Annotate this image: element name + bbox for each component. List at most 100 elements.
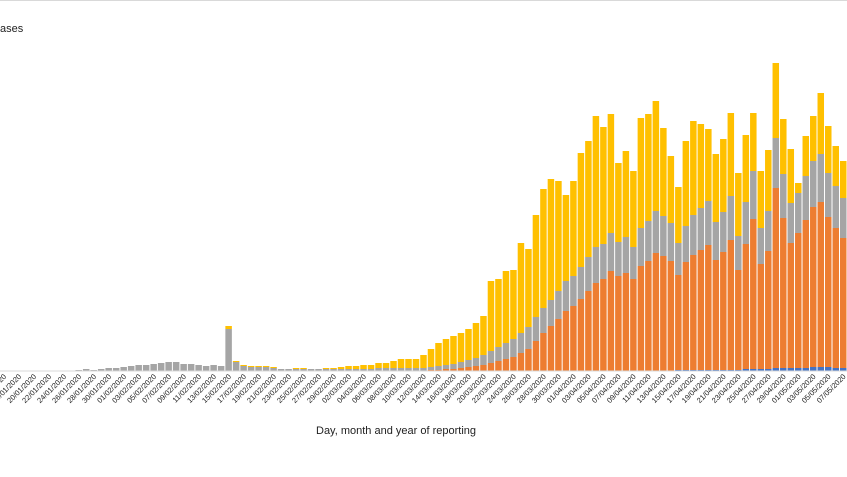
bar-segment (712, 154, 720, 222)
bar-segment (825, 126, 832, 173)
bar-segment (720, 139, 727, 212)
bar-segment (382, 363, 390, 368)
bar-segment (630, 171, 637, 247)
bar-segment (570, 306, 577, 371)
bar-segment (637, 118, 645, 228)
bar-segment (795, 368, 802, 371)
bar-segment (712, 222, 720, 260)
bar-segment (585, 141, 592, 257)
bar-segment (517, 243, 525, 333)
bar-segment (120, 367, 127, 371)
bar-segment (510, 270, 517, 339)
bar-segment (727, 113, 735, 196)
bar-segment (322, 368, 330, 369)
bar-segment (337, 367, 345, 369)
bar-segment (780, 218, 787, 368)
bar-segment (225, 329, 232, 371)
bar-segment (795, 233, 802, 368)
bar-segment (375, 368, 382, 371)
bar-segment (262, 367, 270, 371)
bar-segment (787, 368, 795, 371)
bar-segment (742, 202, 750, 244)
bar-segment (247, 366, 255, 367)
bar-segment (802, 368, 810, 371)
bar-segment (127, 366, 135, 371)
bar-segment (382, 368, 390, 371)
bar-segment (667, 156, 675, 223)
bar-segment (622, 273, 630, 371)
bar-segment (217, 366, 225, 371)
bar-segment (367, 365, 375, 369)
bar-segment (810, 161, 817, 207)
bar-segment (757, 228, 765, 264)
bar-segment (420, 368, 427, 371)
bar-segment (442, 369, 450, 371)
bar-segment (360, 369, 367, 371)
bar-segment (307, 369, 315, 371)
bar-segment (802, 220, 810, 368)
bar-segment (390, 368, 397, 371)
bar-segment (540, 333, 547, 371)
bar-segment (615, 276, 622, 371)
bar-segment (352, 366, 360, 369)
bar-segment (337, 369, 345, 371)
bar-segment (675, 187, 682, 243)
bar-segment (712, 260, 720, 370)
bar-segment (742, 244, 750, 369)
bar-segment (607, 271, 615, 371)
bar-segment (367, 369, 375, 371)
bar-segment (442, 339, 450, 365)
bar-segment (480, 365, 487, 371)
bar-segment (300, 368, 307, 369)
bar-segment (112, 368, 120, 371)
bar-segment (607, 233, 615, 271)
bar-segment (300, 369, 307, 371)
bar-segment (570, 276, 577, 306)
bar-segment (510, 339, 517, 357)
bar-segment (682, 141, 690, 226)
bar-segment (765, 369, 772, 371)
bar-segment (772, 63, 780, 138)
bar-segment (322, 369, 330, 371)
bar-segment (577, 267, 585, 299)
bar-segment (405, 359, 412, 368)
bar-segment (705, 245, 712, 370)
bar-segment (600, 244, 607, 279)
bar-segment (502, 359, 510, 371)
bar-segment (562, 195, 570, 281)
bar-segment (390, 361, 397, 368)
bar-segment (772, 368, 780, 371)
bar-segment (750, 219, 757, 369)
bar-segment (495, 279, 502, 347)
bar-segment (750, 171, 757, 219)
bar-segment (427, 349, 435, 367)
bar-segment (750, 369, 757, 371)
bar-segment (555, 319, 562, 371)
bar-segment (457, 368, 465, 371)
bar-segment (765, 211, 772, 251)
bar-segment (622, 151, 630, 237)
bar-segment (540, 189, 547, 308)
bar-segment (292, 369, 300, 371)
bar-segment (832, 186, 840, 228)
bar-segment (592, 283, 600, 371)
bar-segment (427, 367, 435, 370)
bar-segment (660, 256, 667, 371)
bar-segment (780, 174, 787, 218)
bar-segment (435, 343, 442, 366)
bar-segment (667, 261, 675, 371)
bar-segment (352, 369, 360, 371)
bar-segment (592, 247, 600, 283)
bar-segment (652, 211, 660, 253)
bar-segment (255, 366, 262, 367)
bar-segment (525, 349, 532, 371)
bar-segment (502, 271, 510, 343)
bar-segment (720, 212, 727, 252)
bar-segment (255, 367, 262, 371)
bar-segment (292, 368, 300, 369)
bar-segment (285, 369, 292, 371)
bar-segment (765, 251, 772, 369)
bar-segment (697, 124, 705, 208)
bar-segment (705, 201, 712, 245)
